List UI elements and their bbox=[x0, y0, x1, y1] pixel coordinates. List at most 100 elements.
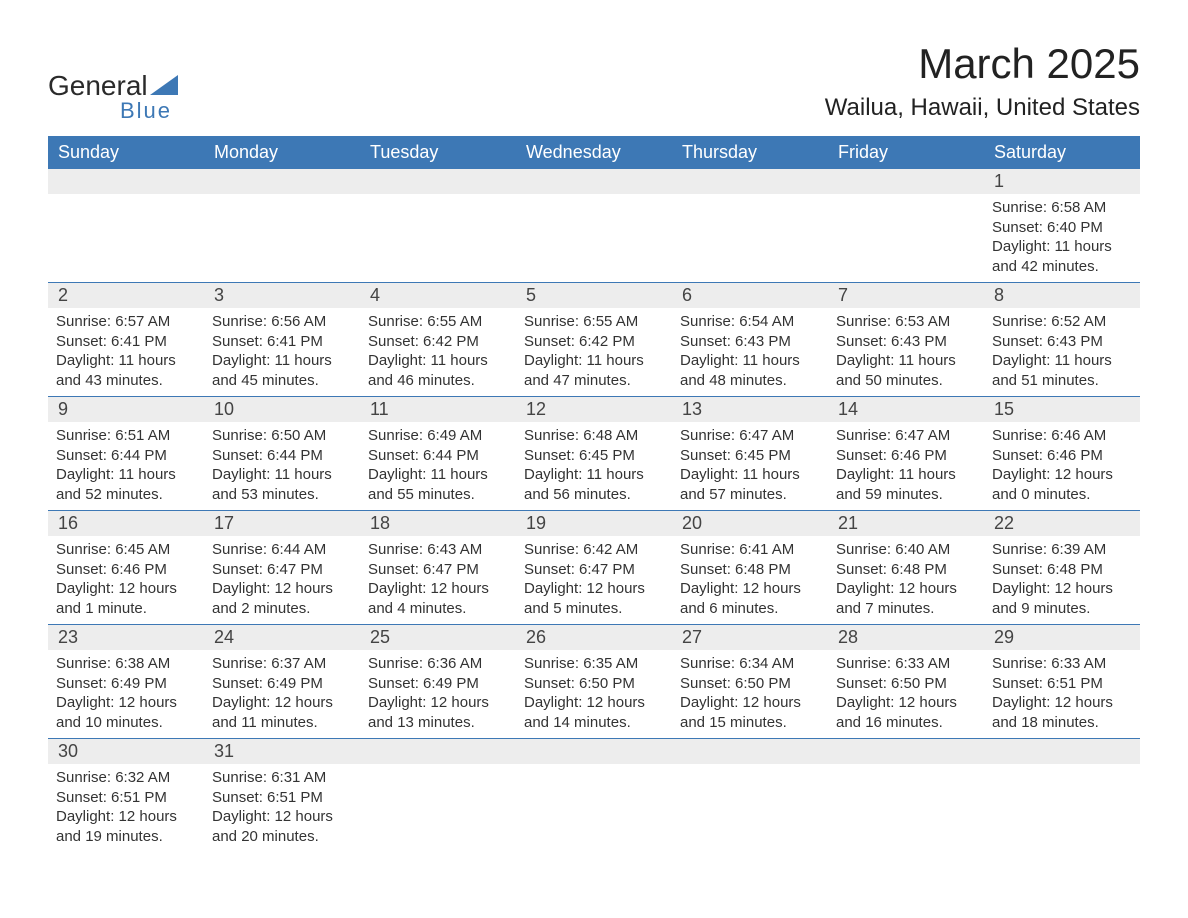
daylight-line: Daylight: 12 hours bbox=[836, 693, 976, 713]
sunrise-line: Sunrise: 6:50 AM bbox=[212, 426, 352, 446]
sunset-line: Sunset: 6:46 PM bbox=[992, 446, 1132, 466]
day-info bbox=[984, 764, 1140, 852]
sunset-line: Sunset: 6:41 PM bbox=[212, 332, 352, 352]
sunset-line: Sunset: 6:48 PM bbox=[680, 560, 820, 580]
location: Wailua, Hawaii, United States bbox=[825, 94, 1140, 122]
day-number bbox=[672, 169, 828, 194]
daylight-line: and 0 minutes. bbox=[992, 485, 1132, 505]
daylight-line: Daylight: 11 hours bbox=[524, 465, 664, 485]
daylight-line: Daylight: 12 hours bbox=[56, 693, 196, 713]
sunrise-line: Sunrise: 6:55 AM bbox=[368, 312, 508, 332]
sunset-line: Sunset: 6:51 PM bbox=[212, 788, 352, 808]
daylight-line: and 2 minutes. bbox=[212, 599, 352, 619]
daynum-row: 2345678 bbox=[48, 282, 1140, 308]
daylight-line: and 16 minutes. bbox=[836, 713, 976, 733]
day-number bbox=[360, 739, 516, 764]
day-number: 26 bbox=[516, 625, 672, 650]
day-info bbox=[828, 194, 984, 282]
day-number bbox=[360, 169, 516, 194]
daynum-row: 1 bbox=[48, 169, 1140, 194]
daylight-line: and 11 minutes. bbox=[212, 713, 352, 733]
sunset-line: Sunset: 6:43 PM bbox=[992, 332, 1132, 352]
sunrise-line: Sunrise: 6:52 AM bbox=[992, 312, 1132, 332]
sunrise-line: Sunrise: 6:45 AM bbox=[56, 540, 196, 560]
day-number bbox=[672, 739, 828, 764]
sunrise-line: Sunrise: 6:36 AM bbox=[368, 654, 508, 674]
sunset-line: Sunset: 6:47 PM bbox=[212, 560, 352, 580]
day-info: Sunrise: 6:56 AMSunset: 6:41 PMDaylight:… bbox=[204, 308, 360, 396]
day-info: Sunrise: 6:35 AMSunset: 6:50 PMDaylight:… bbox=[516, 650, 672, 738]
day-info: Sunrise: 6:58 AMSunset: 6:40 PMDaylight:… bbox=[984, 194, 1140, 282]
day-info: Sunrise: 6:48 AMSunset: 6:45 PMDaylight:… bbox=[516, 422, 672, 510]
day-info: Sunrise: 6:55 AMSunset: 6:42 PMDaylight:… bbox=[360, 308, 516, 396]
day-number: 2 bbox=[48, 283, 204, 308]
day-number: 1 bbox=[984, 169, 1140, 194]
daylight-line: and 56 minutes. bbox=[524, 485, 664, 505]
sunset-line: Sunset: 6:51 PM bbox=[992, 674, 1132, 694]
day-info: Sunrise: 6:51 AMSunset: 6:44 PMDaylight:… bbox=[48, 422, 204, 510]
daylight-line: and 42 minutes. bbox=[992, 257, 1132, 277]
weekday-header-cell: Sunday bbox=[48, 136, 204, 169]
daylight-line: Daylight: 11 hours bbox=[992, 237, 1132, 257]
sunrise-line: Sunrise: 6:48 AM bbox=[524, 426, 664, 446]
sunset-line: Sunset: 6:49 PM bbox=[212, 674, 352, 694]
daylight-line: and 53 minutes. bbox=[212, 485, 352, 505]
daylight-line: Daylight: 12 hours bbox=[524, 579, 664, 599]
sunrise-line: Sunrise: 6:43 AM bbox=[368, 540, 508, 560]
month-title: March 2025 bbox=[825, 40, 1140, 88]
daynum-row: 3031 bbox=[48, 738, 1140, 764]
daylight-line: Daylight: 12 hours bbox=[368, 693, 508, 713]
sunrise-line: Sunrise: 6:47 AM bbox=[680, 426, 820, 446]
sunrise-line: Sunrise: 6:37 AM bbox=[212, 654, 352, 674]
sunrise-line: Sunrise: 6:34 AM bbox=[680, 654, 820, 674]
daylight-line: Daylight: 12 hours bbox=[992, 693, 1132, 713]
day-number: 30 bbox=[48, 739, 204, 764]
day-info: Sunrise: 6:47 AMSunset: 6:46 PMDaylight:… bbox=[828, 422, 984, 510]
daylight-line: and 50 minutes. bbox=[836, 371, 976, 391]
weekday-header-cell: Tuesday bbox=[360, 136, 516, 169]
sunrise-line: Sunrise: 6:38 AM bbox=[56, 654, 196, 674]
day-info: Sunrise: 6:33 AMSunset: 6:50 PMDaylight:… bbox=[828, 650, 984, 738]
day-number: 6 bbox=[672, 283, 828, 308]
day-number: 21 bbox=[828, 511, 984, 536]
daylight-line: Daylight: 11 hours bbox=[212, 351, 352, 371]
day-number: 20 bbox=[672, 511, 828, 536]
daylight-line: Daylight: 12 hours bbox=[524, 693, 664, 713]
sunrise-line: Sunrise: 6:54 AM bbox=[680, 312, 820, 332]
daylight-line: and 48 minutes. bbox=[680, 371, 820, 391]
logo: General Blue bbox=[48, 70, 178, 124]
day-info: Sunrise: 6:41 AMSunset: 6:48 PMDaylight:… bbox=[672, 536, 828, 624]
day-number: 29 bbox=[984, 625, 1140, 650]
sunset-line: Sunset: 6:50 PM bbox=[680, 674, 820, 694]
daylight-line: and 13 minutes. bbox=[368, 713, 508, 733]
day-number: 19 bbox=[516, 511, 672, 536]
sunrise-line: Sunrise: 6:33 AM bbox=[992, 654, 1132, 674]
sunrise-line: Sunrise: 6:41 AM bbox=[680, 540, 820, 560]
day-number: 15 bbox=[984, 397, 1140, 422]
title-block: March 2025 Wailua, Hawaii, United States bbox=[825, 40, 1140, 122]
day-info: Sunrise: 6:50 AMSunset: 6:44 PMDaylight:… bbox=[204, 422, 360, 510]
sunrise-line: Sunrise: 6:42 AM bbox=[524, 540, 664, 560]
sunrise-line: Sunrise: 6:55 AM bbox=[524, 312, 664, 332]
sunset-line: Sunset: 6:40 PM bbox=[992, 218, 1132, 238]
sunset-line: Sunset: 6:42 PM bbox=[368, 332, 508, 352]
logo-triangle-icon bbox=[150, 75, 178, 97]
day-number bbox=[204, 169, 360, 194]
day-info bbox=[516, 194, 672, 282]
sunset-line: Sunset: 6:46 PM bbox=[56, 560, 196, 580]
weekday-header-cell: Saturday bbox=[984, 136, 1140, 169]
sunset-line: Sunset: 6:47 PM bbox=[368, 560, 508, 580]
day-info bbox=[672, 764, 828, 852]
day-number bbox=[516, 169, 672, 194]
daylight-line: Daylight: 11 hours bbox=[992, 351, 1132, 371]
day-number: 16 bbox=[48, 511, 204, 536]
daylight-line: Daylight: 12 hours bbox=[680, 693, 820, 713]
daylight-line: and 51 minutes. bbox=[992, 371, 1132, 391]
daylight-line: and 7 minutes. bbox=[836, 599, 976, 619]
sunset-line: Sunset: 6:48 PM bbox=[836, 560, 976, 580]
daylight-line: Daylight: 11 hours bbox=[56, 351, 196, 371]
daylight-line: and 59 minutes. bbox=[836, 485, 976, 505]
daylight-line: and 5 minutes. bbox=[524, 599, 664, 619]
day-number: 18 bbox=[360, 511, 516, 536]
day-info: Sunrise: 6:36 AMSunset: 6:49 PMDaylight:… bbox=[360, 650, 516, 738]
